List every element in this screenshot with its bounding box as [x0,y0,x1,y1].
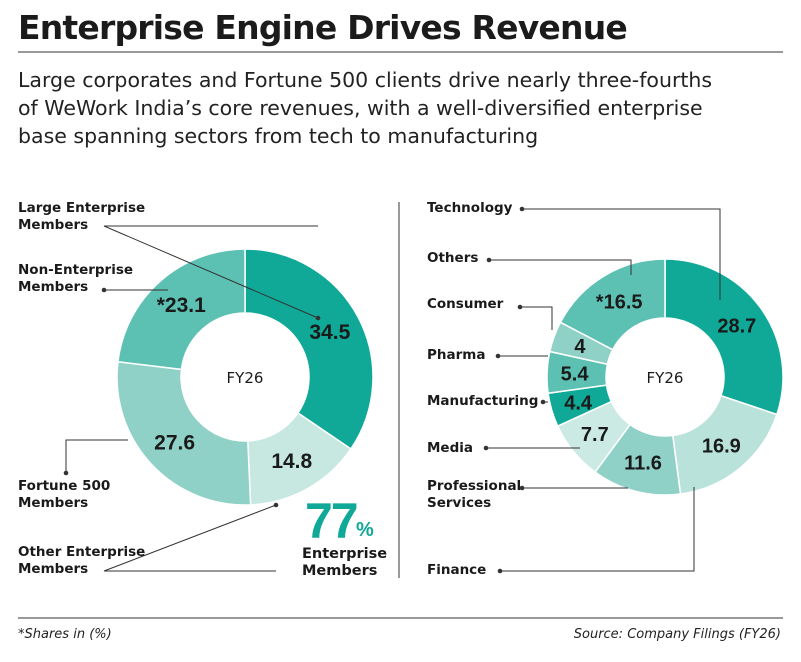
left-category-label-large-enterprise-members: Large Enterprise [18,200,145,216]
right-value-label-media: 7.7 [581,424,609,446]
left-category-label-fortune-500-members: Fortune 500 [18,478,110,494]
right-slice-technology [664,258,784,416]
footnote: *Shares in (%) [18,627,112,642]
left-center-label: FY26 [227,369,264,387]
right-category-label-pharma: Pharma [427,347,485,363]
right-value-label-finance: 16.9 [702,435,741,457]
right-category-label-others: Others [427,250,478,266]
source-note: Source: Company Filings (FY26) [573,627,781,642]
left-value-label-other-enterprise-members: 14.8 [271,450,312,473]
right-center-label: FY26 [647,369,684,387]
subtitle-line-3: base spanning sectors from tech to manuf… [18,124,539,148]
right-category-label-manufacturing: Manufacturing [427,393,538,409]
right-value-label-professional-services: 11.6 [624,453,662,475]
right-value-label-pharma: 5.4 [561,363,590,385]
left-value-label-fortune-500-members: 27.6 [154,431,195,454]
right-leader-line-technology [522,208,721,300]
right-leader-line-consumer [520,306,553,330]
highlight-unit: % [356,519,374,541]
right-leader-dot-finance [497,568,503,574]
left-leader-line-fortune-500-members [65,439,128,473]
left-leader-dot-large-enterprise-members [315,315,321,321]
left-leader-line-large-enterprise-members [103,225,319,319]
right-leader-line-finance [500,487,695,572]
left-leader-dot-non-enterprise-members [101,287,107,293]
left-category-label-non-enterprise-members: Non-Enterprise [18,262,133,278]
left-category-label-other-enterprise-members-line-2: Members [18,561,88,577]
left-category-label-other-enterprise-members: Other Enterprise [18,544,145,560]
left-leader-line-other-enterprise-members [103,504,277,572]
right-leader-dot-pharma [495,353,501,359]
right-category-label-consumer: Consumer [427,296,504,312]
donut-sector-mix: 28.7 16.9 11.6 7.7 4.4 5.4 4 *16.5 FY26 [546,258,784,496]
subtitle-line-2: of WeWork India’s core revenues, with a … [18,96,703,120]
left-category-label-non-enterprise-members-line-2: Members [18,279,88,295]
right-slice-others [559,258,666,351]
right-leader-dot-professional-services [519,485,525,491]
donut-enterprise-mix: 34.5 14.8 27.6 *23.1 FY26 [116,248,374,506]
left-slice-large-enterprise-members [244,248,374,450]
right-category-label-media: Media [427,440,473,456]
right-leader-dot-manufacturing [540,399,546,405]
subtitle-line-1: Large corporates and Fortune 500 clients… [18,68,713,92]
left-slice-fortune-500-members [116,360,252,506]
left-value-label-non-enterprise-members: *23.1 [157,294,206,317]
right-leader-dot-consumer [517,304,523,310]
highlight-value: 77 [305,493,357,549]
right-value-label-technology: 28.7 [717,315,756,337]
highlight-label-line-1: Enterprise [302,546,387,562]
right-leader-line-others [489,259,632,275]
left-leader-dot-other-enterprise-members [273,502,279,508]
highlight-label-line-2: Members [302,563,377,579]
right-leader-dot-others [486,257,492,263]
right-category-label-professional-services-line-2: Services [427,495,491,511]
left-category-label-fortune-500-members-line-2: Members [18,495,88,511]
left-value-label-large-enterprise-members: 34.5 [309,321,350,344]
left-category-label-large-enterprise-members-line-2: Members [18,217,88,233]
right-value-label-others: *16.5 [596,291,643,313]
chart-subtitle: Large corporates and Fortune 500 clients… [18,66,788,150]
left-leader-dot-fortune-500-members [63,470,69,476]
right-value-label-manufacturing: 4.4 [564,392,593,414]
right-leader-dot-technology [519,206,525,212]
right-value-label-consumer: 4 [574,336,586,358]
right-category-label-professional-services: Professional [427,478,521,494]
left-slice-non-enterprise-members [117,248,246,371]
right-leader-dot-media [483,445,489,451]
chart-title: Enterprise Engine Drives Revenue [18,8,628,47]
right-category-label-technology: Technology [427,200,513,216]
right-category-label-finance: Finance [427,562,486,578]
